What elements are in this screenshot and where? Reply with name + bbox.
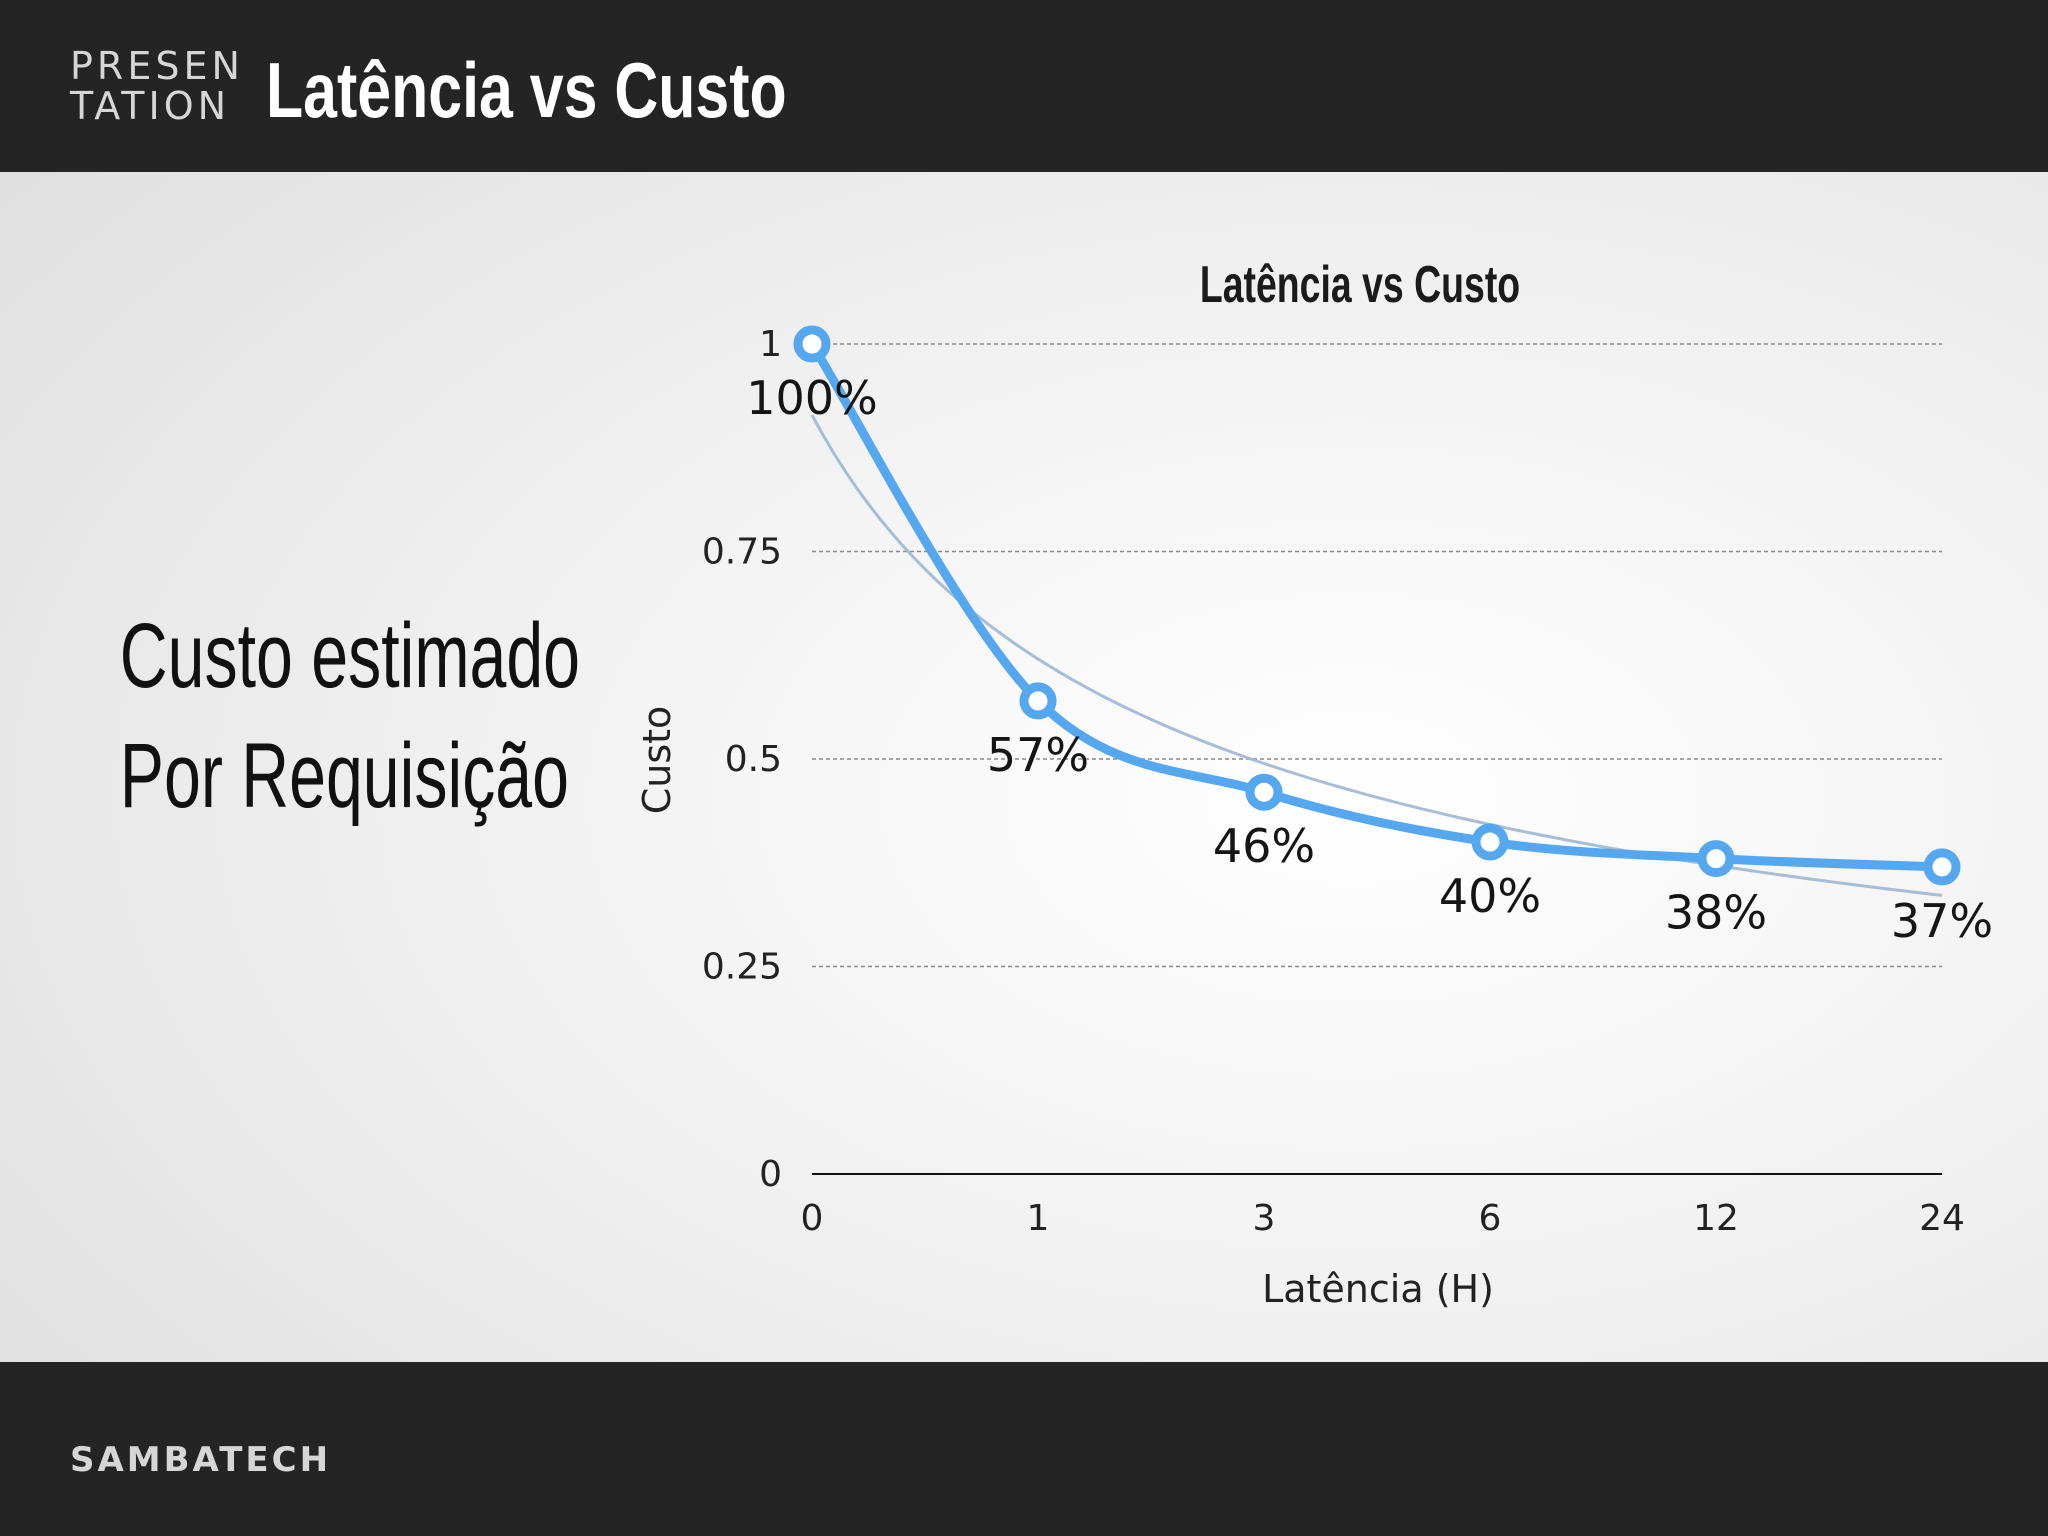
- data-label: 100%: [746, 371, 878, 425]
- data-point: [1923, 848, 1961, 886]
- footer-bar: SAMBATECH: [0, 1362, 2048, 1536]
- data-label: 40%: [1439, 869, 1541, 923]
- x-tick-label: 12: [1693, 1198, 1739, 1239]
- y-tick-label: 0: [759, 1154, 782, 1195]
- latency-cost-chart: Latência vs Custo 0 0.25 0.5 0.75 1 0 1 3 6 12 24 La…: [635, 255, 1993, 1311]
- side-caption-line-1: Custo estimado: [119, 605, 581, 707]
- y-tick-label: 0.5: [725, 739, 782, 780]
- data-point: [793, 325, 831, 363]
- side-caption: Custo estimado Por Requisição: [119, 596, 581, 836]
- page-title: Latência vs Custo: [266, 46, 787, 134]
- footer-brand: SAMBATECH: [70, 1440, 332, 1480]
- side-caption-line-2: Por Requisição: [119, 725, 569, 827]
- x-tick-label: 6: [1479, 1198, 1502, 1239]
- presentation-brand: PRESEN TATION: [70, 46, 240, 126]
- data-point: [1697, 840, 1735, 878]
- data-point: [1019, 682, 1057, 720]
- header-bar: PRESEN TATION Latência vs Custo: [0, 0, 2048, 172]
- data-point: [1471, 823, 1509, 861]
- y-tick-label: 0.75: [702, 532, 782, 573]
- y-axis-label: Custo: [635, 706, 679, 815]
- chart-title: Latência vs Custo: [1200, 255, 1520, 314]
- brand-line-2: TATION: [70, 84, 231, 128]
- x-axis-label: Latência (H): [1262, 1267, 1494, 1311]
- y-tick-label: 0.25: [702, 947, 782, 988]
- x-tick-label: 1: [1027, 1198, 1050, 1239]
- x-tick-label: 3: [1253, 1198, 1276, 1239]
- data-label: 37%: [1891, 894, 1993, 948]
- data-point: [1245, 773, 1283, 811]
- data-label: 57%: [987, 728, 1089, 782]
- y-tick-label: 1: [759, 324, 782, 365]
- x-tick-label: 24: [1919, 1198, 1965, 1239]
- data-label: 38%: [1665, 886, 1767, 940]
- brand-line-1: PRESEN: [70, 44, 244, 88]
- x-tick-label: 0: [801, 1198, 824, 1239]
- series-line: [807, 339, 1947, 872]
- trend-line: [810, 414, 1943, 897]
- data-label: 46%: [1213, 819, 1315, 873]
